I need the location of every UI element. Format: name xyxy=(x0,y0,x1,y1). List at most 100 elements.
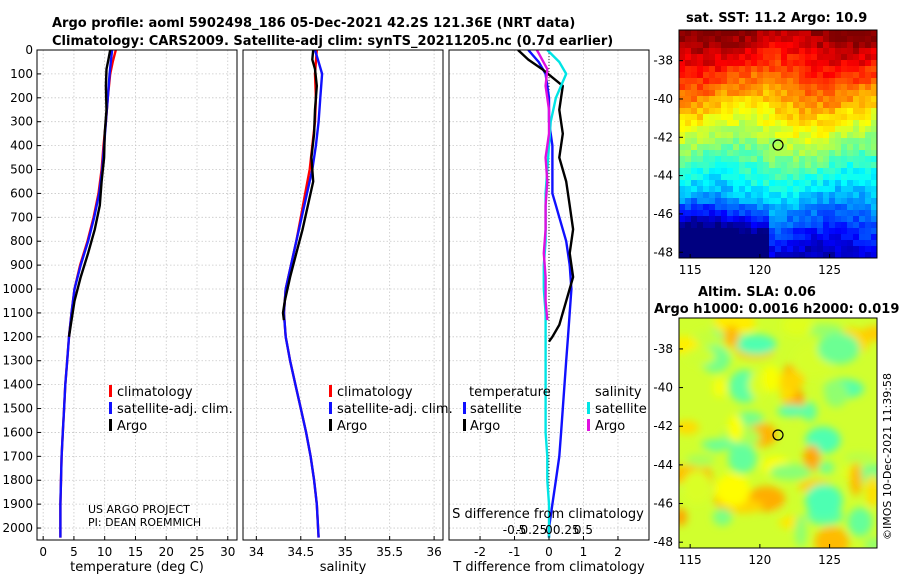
sst-cell xyxy=(703,120,710,127)
sst-cell xyxy=(787,30,794,37)
sst-cell xyxy=(715,174,722,181)
s-tick-label: -0.25 xyxy=(516,523,547,537)
sst-cell xyxy=(709,102,716,109)
sst-cell xyxy=(865,84,872,91)
sst-cell xyxy=(865,216,872,223)
sst-cell xyxy=(859,84,866,91)
sst-cell xyxy=(691,126,698,133)
salinity-panel: 34 34.5 35 35.5 36 salinity climatology sate… xyxy=(242,49,453,575)
sst-cell xyxy=(847,78,854,85)
sst-cell xyxy=(829,48,836,55)
sst-cell xyxy=(775,132,782,139)
sst-cell xyxy=(769,246,776,253)
sst-cell xyxy=(823,216,830,223)
series-line-argo xyxy=(67,50,112,337)
sst-cell xyxy=(715,210,722,217)
sst-cell xyxy=(847,66,854,73)
sst-cell xyxy=(745,222,752,229)
sst-cell xyxy=(703,66,710,73)
sst-cell xyxy=(829,84,836,91)
sst-cell xyxy=(811,96,818,103)
sst-cell xyxy=(787,150,794,157)
sst-cell xyxy=(721,36,728,43)
sst-cell xyxy=(811,210,818,217)
sst-cell xyxy=(739,222,746,229)
sst-cell xyxy=(805,168,812,175)
sst-cell xyxy=(853,36,860,43)
sst-cell xyxy=(757,144,764,151)
sst-cell xyxy=(841,180,848,187)
sst-cell xyxy=(715,54,722,61)
sst-cell xyxy=(799,198,806,205)
sst-cell xyxy=(763,240,770,247)
sst-cell xyxy=(691,138,698,145)
sst-cell xyxy=(841,252,848,258)
sst-cell xyxy=(853,150,860,157)
sst-cell xyxy=(799,54,806,61)
sst-cell xyxy=(739,30,746,37)
sst-cell xyxy=(691,102,698,109)
sst-cell xyxy=(823,108,830,115)
sst-cell xyxy=(739,114,746,121)
sst-cell xyxy=(757,204,764,211)
legend-label-argo: Argo xyxy=(117,419,147,434)
sst-cell xyxy=(787,234,794,241)
sst-cell xyxy=(727,204,734,211)
sst-cell xyxy=(865,138,872,145)
sst-cell xyxy=(769,84,776,91)
sst-cell xyxy=(727,168,734,175)
legend-swatch-argo xyxy=(329,419,332,431)
sst-cell xyxy=(835,240,842,247)
sst-cell xyxy=(703,210,710,217)
sst-cell xyxy=(817,66,824,73)
sst-cell xyxy=(847,102,854,109)
sst-cell xyxy=(685,78,692,85)
sst-cell xyxy=(757,132,764,139)
sst-cell xyxy=(685,192,692,199)
sst-cell xyxy=(853,162,860,169)
sst-cell xyxy=(871,168,877,175)
sst-cell xyxy=(715,48,722,55)
sst-cell xyxy=(805,120,812,127)
sst-cell xyxy=(835,72,842,79)
sst-cell xyxy=(757,180,764,187)
sst-cell xyxy=(685,156,692,163)
sla-blob xyxy=(712,377,727,398)
sst-cell xyxy=(757,216,764,223)
sst-cell xyxy=(775,246,782,253)
sst-cell xyxy=(745,144,752,151)
sst-cell xyxy=(703,234,710,241)
sst-cell xyxy=(721,252,728,258)
sst-cell xyxy=(679,150,686,157)
sst-cell xyxy=(865,42,872,49)
sst-cell xyxy=(733,246,740,253)
sst-cell xyxy=(757,192,764,199)
sst-cell xyxy=(781,42,788,49)
sst-cell xyxy=(685,36,692,43)
sst-cell xyxy=(859,162,866,169)
sst-cell xyxy=(859,132,866,139)
salinity-lines xyxy=(281,50,324,538)
sst-cell xyxy=(679,204,686,211)
sst-cell xyxy=(769,198,776,205)
sst-cell xyxy=(733,216,740,223)
sst-cell xyxy=(865,36,872,43)
sst-cell xyxy=(799,84,806,91)
sla-map-ticks: -38 -40 -42 -44 -46 -48 115 120 125 xyxy=(653,342,841,567)
sst-cell xyxy=(679,138,686,145)
sst-cell xyxy=(697,120,704,127)
sst-cell xyxy=(697,48,704,55)
sst-cell xyxy=(769,144,776,151)
sst-cell xyxy=(751,102,758,109)
map-y-tick-label: -44 xyxy=(653,458,673,472)
sst-cell xyxy=(829,174,836,181)
sst-cell xyxy=(829,138,836,145)
sla-blob xyxy=(805,483,843,518)
sst-cell xyxy=(811,156,818,163)
sst-cell xyxy=(781,60,788,67)
sst-cell xyxy=(691,204,698,211)
sst-cell xyxy=(709,204,716,211)
sst-cell xyxy=(781,222,788,229)
sst-cell xyxy=(811,72,818,79)
sst-cell xyxy=(775,36,782,43)
